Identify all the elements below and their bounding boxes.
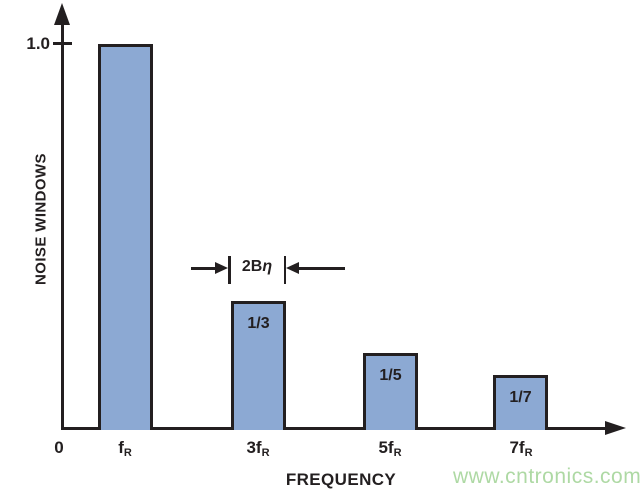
y-tick-mark bbox=[53, 42, 72, 45]
x-axis-title: FREQUENCY bbox=[285, 470, 397, 489]
bar-value-label: 1/7 bbox=[509, 389, 532, 406]
watermark: www.cntronics.com bbox=[453, 465, 640, 488]
x-axis-line bbox=[61, 427, 607, 430]
x-tick-7fr: 7fR bbox=[486, 438, 556, 459]
bar-5fr: 1/5 bbox=[363, 353, 418, 430]
y-axis-line bbox=[61, 18, 64, 430]
x-tick-subscript: R bbox=[261, 447, 270, 459]
bar-value-label: 1/5 bbox=[379, 367, 402, 384]
bar-7fr: 1/7 bbox=[493, 375, 548, 430]
y-axis-title: NOISE WINDOWS bbox=[32, 153, 50, 285]
bar-value-label: 1/3 bbox=[247, 315, 270, 332]
annotation-eta-symbol: η bbox=[262, 258, 273, 275]
x-origin-label: 0 bbox=[54, 438, 64, 457]
annotation-tick-right bbox=[283, 256, 286, 284]
annotation-label: 2Bη bbox=[230, 258, 284, 276]
x-tick-base: 3f bbox=[246, 438, 262, 457]
x-tick-subscript: R bbox=[524, 447, 533, 459]
bar-fr bbox=[98, 44, 153, 430]
x-tick-base: f bbox=[118, 438, 124, 457]
x-tick-subscript: R bbox=[393, 447, 402, 459]
up-arrow-icon bbox=[54, 3, 70, 25]
annotation-arrowhead-pointing-left-icon bbox=[286, 261, 299, 274]
x-tick-base: 7f bbox=[509, 438, 525, 457]
x-tick-3fr: 3fR bbox=[223, 438, 293, 459]
y-tick-label: 1.0 bbox=[26, 34, 50, 53]
bar-3fr: 1/3 bbox=[231, 301, 286, 430]
x-tick-subscript: R bbox=[123, 447, 132, 459]
x-tick-5fr: 5fR bbox=[355, 438, 425, 459]
right-arrow-icon bbox=[605, 421, 626, 435]
x-tick-base: 5f bbox=[378, 438, 394, 457]
annotation-arrow-left-line bbox=[191, 267, 218, 270]
x-tick-fr: fR bbox=[90, 438, 160, 459]
annotation-prefix: 2B bbox=[241, 258, 263, 275]
annotation-arrowhead-pointing-right-icon bbox=[215, 261, 228, 274]
annotation-tick-left bbox=[228, 256, 231, 284]
annotation-arrow-right-line bbox=[298, 267, 345, 270]
